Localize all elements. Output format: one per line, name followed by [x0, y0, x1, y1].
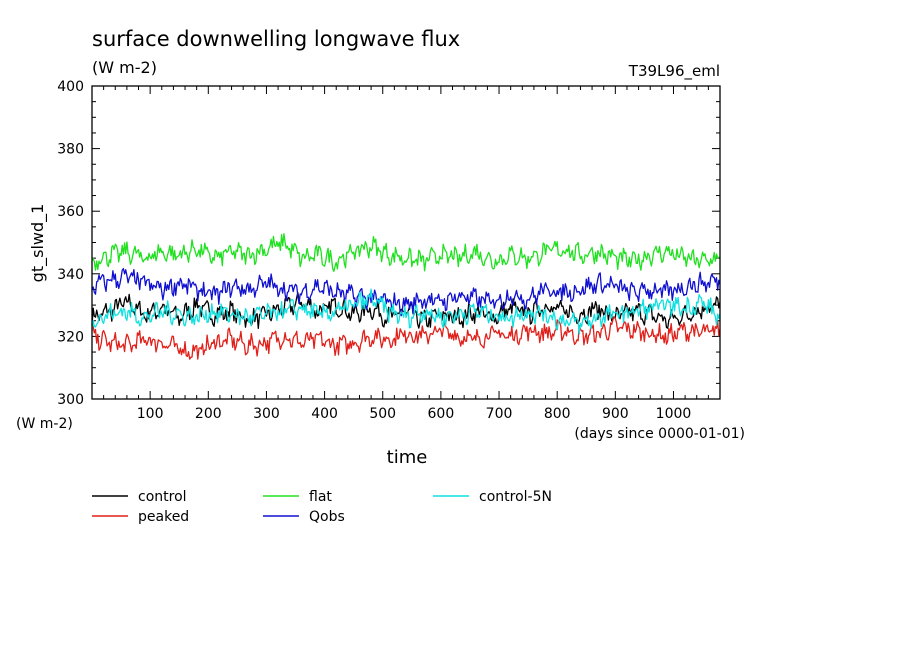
- legend-label-flat: flat: [309, 489, 332, 505]
- x-axis-units: (days since 0000-01-01): [574, 426, 745, 442]
- y-axis-units: (W m-2): [16, 416, 73, 432]
- legend-label-Qobs: Qobs: [309, 509, 345, 525]
- series-lines: [91, 233, 721, 360]
- y-tick-label: 360: [57, 204, 84, 220]
- y-tick-label: 380: [57, 142, 84, 158]
- y-tick-label: 300: [57, 392, 84, 408]
- x-tick-label: 1000: [656, 406, 692, 422]
- x-tick-label: 200: [195, 406, 222, 422]
- legend-label-control-5N: control-5N: [479, 489, 552, 505]
- series-line-control-5N: [91, 288, 721, 335]
- x-tick-label: 800: [544, 406, 571, 422]
- x-tick-label: 500: [369, 406, 396, 422]
- x-tick-label: 900: [602, 406, 629, 422]
- chart-subtitle: (W m-2): [92, 58, 157, 77]
- x-tick-label: 700: [486, 406, 513, 422]
- run-label: T39L96_eml: [628, 62, 720, 81]
- x-tick-label: 400: [311, 406, 338, 422]
- x-tick-label: 100: [137, 406, 164, 422]
- x-tick-label: 600: [428, 406, 455, 422]
- legend-label-control: control: [138, 489, 187, 505]
- y-axis-label: gt_slwd_1: [28, 204, 48, 283]
- series-line-peaked: [91, 316, 721, 360]
- y-tick-label: 400: [57, 79, 84, 95]
- series-line-flat: [91, 233, 721, 272]
- plot-frame: [91, 85, 721, 400]
- y-tick-label: 340: [57, 267, 84, 283]
- x-axis-label: time: [387, 447, 428, 468]
- plot-border: [91, 85, 721, 400]
- legend-label-peaked: peaked: [138, 509, 189, 525]
- legend: control peaked flat Qobs control-5N: [92, 489, 552, 525]
- chart-title: surface downwelling longwave flux: [92, 27, 460, 51]
- y-tick-label: 320: [57, 329, 84, 345]
- x-tick-label: 300: [253, 406, 280, 422]
- axes: 100 200 300 400 500 600 700 800 900 1000 300 320 340…: [57, 79, 720, 422]
- series-line-Qobs: [91, 267, 721, 317]
